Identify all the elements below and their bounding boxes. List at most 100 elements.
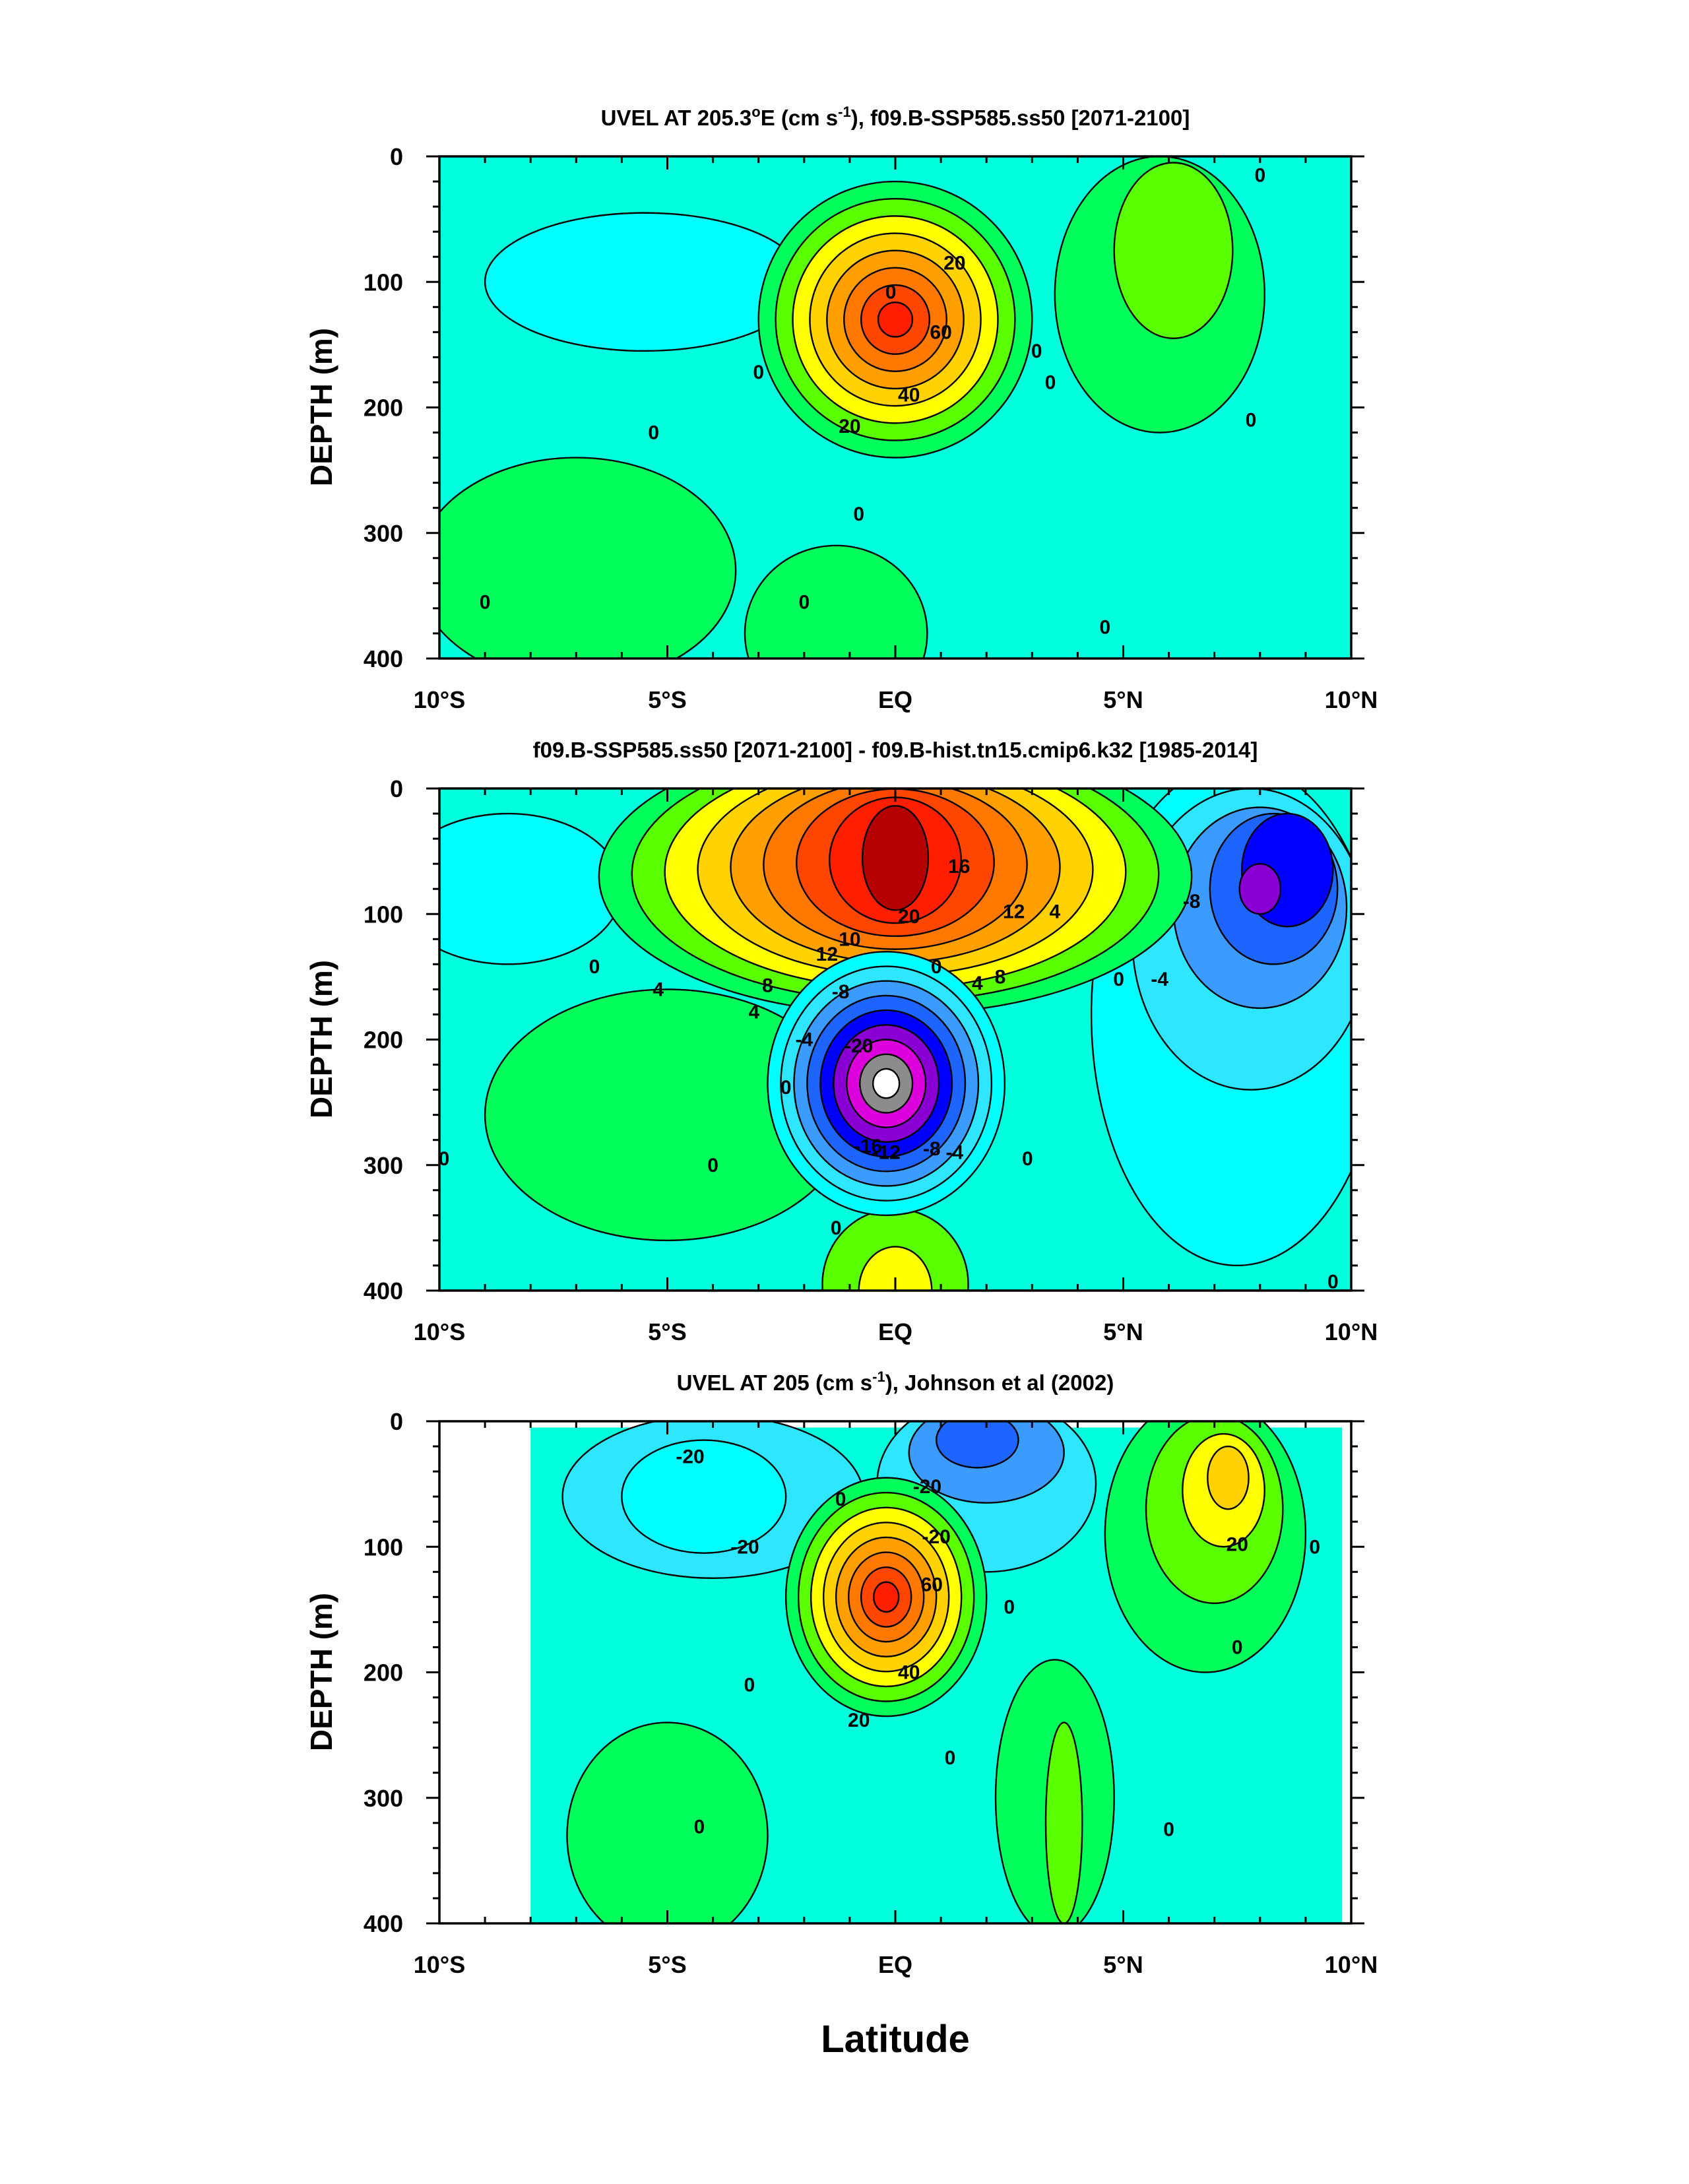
y-tick-label: 400 (364, 645, 403, 672)
figure-xlabel: Latitude (821, 2018, 970, 2061)
contour-label: 0 (1100, 616, 1111, 638)
y-tick-label: 300 (364, 1152, 403, 1179)
contour-label: -8 (832, 981, 850, 1003)
x-tick-label: 5°S (648, 1951, 686, 1978)
panel-2: f09.B-SSP585.ss50 [2071-2100] - f09.B-hi… (304, 738, 1378, 1345)
y-tick-label: 0 (390, 1408, 403, 1435)
contour-label: 0 (589, 956, 600, 978)
x-tick-label: 5°N (1103, 1318, 1143, 1345)
y-tick-label: 200 (364, 1659, 403, 1686)
contour-label: -20 (913, 1476, 941, 1498)
north-westward-core (936, 1421, 1019, 1469)
x-tick-label: 10°S (414, 686, 465, 713)
panel-3: UVEL AT 205 (cm s-1), Johnson et al (200… (304, 1368, 1378, 1978)
contour-label: -20 (676, 1446, 704, 1467)
x-tick-label: 5°N (1103, 686, 1143, 713)
x-tick-label: 10°S (414, 1318, 465, 1345)
contour-label: -12 (872, 1142, 901, 1164)
panel-3-title: UVEL AT 205 (cm s-1), Johnson et al (200… (677, 1368, 1114, 1395)
y-tick-label: 0 (390, 143, 403, 170)
shallow-positive-anomaly (598, 788, 1193, 1015)
contour-label: 0 (931, 956, 942, 978)
contour-label: -4 (1151, 969, 1168, 990)
contour-label: 0 (1327, 1271, 1339, 1293)
panel-3-ylabel: DEPTH (m) (304, 1593, 338, 1751)
contour-label: 0 (1031, 340, 1042, 362)
east-negative-core (1238, 862, 1282, 915)
equatorial-undercurrent-level-8 (872, 1581, 900, 1613)
contour-label: 10 (839, 928, 860, 950)
shallow-positive-anomaly-level-9 (861, 805, 930, 911)
x-tick-label: 5°N (1103, 1951, 1143, 1978)
contour-label: 0 (835, 1489, 846, 1510)
contour-label: 0 (1045, 371, 1056, 393)
panel-1-ylabel: DEPTH (m) (304, 328, 338, 486)
deep-eastward-mid-core (1044, 1721, 1083, 1923)
x-tick-label: 10°N (1325, 1318, 1378, 1345)
contour-label: -8 (1183, 891, 1201, 913)
contour-label: 0 (885, 281, 897, 303)
contour-label: 0 (1309, 1536, 1320, 1558)
panel-1-title: UVEL AT 205.3oE (cm s-1), f09.B-SSP585.s… (601, 104, 1190, 130)
contour-label: 8 (995, 966, 1006, 988)
axis-ticks (426, 155, 1364, 660)
contour-label: 0 (798, 591, 810, 613)
equatorial-undercurrent-level-8 (877, 301, 914, 338)
contour-label: 4 (748, 1002, 759, 1023)
contour-label: -20 (844, 1035, 873, 1057)
y-tick-label: 200 (364, 1027, 403, 1054)
contour-label: 0 (753, 362, 764, 383)
contour-field: -20 -20 0 -20 -20 60 0 40 20 0 0 0 20 0 0 0 (439, 1421, 1351, 1923)
equatorial-undercurrent (784, 1477, 988, 1718)
west-surface-westward-2 (621, 1439, 787, 1554)
contour-label: 0 (853, 503, 864, 525)
x-tick-label: 10°S (414, 1951, 465, 1978)
deep-eastward-west (566, 1721, 769, 1923)
deep-negative-anomaly-level-9 (872, 1068, 901, 1099)
contour-label: 0 (480, 591, 491, 613)
contour-label: 20 (1227, 1533, 1248, 1555)
contour-label: 0 (1246, 410, 1257, 432)
contour-label: 0 (1232, 1636, 1243, 1658)
x-tick-label: EQ (878, 1951, 912, 1978)
contour-label: 4 (1050, 901, 1061, 922)
contour-label: 0 (694, 1816, 705, 1838)
y-tick-label: 300 (364, 520, 403, 547)
panel-1: UVEL AT 205.3oE (cm s-1), f09.B-SSP585.s… (304, 104, 1378, 713)
contour-label: 12 (1003, 901, 1025, 922)
contour-label: -16 (854, 1136, 882, 1157)
deep-negative-anomaly (767, 951, 1006, 1217)
contour-label: 0 (831, 1217, 842, 1239)
contour-label: 0 (1163, 1818, 1174, 1840)
contour-label: 4 (972, 973, 983, 994)
sw-eastward-deep (439, 457, 737, 658)
contour-label: 20 (943, 253, 965, 274)
axis-ticks (426, 1420, 1364, 1925)
contour-label: 40 (898, 1662, 920, 1684)
contour-label: 0 (1113, 969, 1124, 990)
y-tick-label: 100 (364, 901, 403, 928)
contour-label: -20 (730, 1536, 759, 1558)
contour-label: 4 (653, 979, 664, 1000)
contour-label: -4 (795, 1029, 813, 1051)
x-tick-label: 5°S (648, 686, 686, 713)
contour-label: 0 (648, 422, 659, 444)
contour-label: 0 (1254, 165, 1265, 187)
contour-label: 40 (898, 384, 920, 406)
contour-label: -8 (923, 1138, 941, 1160)
ncc-surface-eastward-core (1207, 1445, 1250, 1510)
contour-label: -4 (945, 1142, 963, 1164)
contour-label: 0 (707, 1155, 718, 1176)
x-tick-label: 10°N (1325, 1951, 1378, 1978)
contour-label: 60 (921, 1574, 943, 1595)
y-tick-label: 100 (364, 1533, 403, 1560)
contour-label: 0 (781, 1077, 792, 1099)
y-tick-label: 100 (364, 269, 403, 296)
panel-2-title: f09.B-SSP585.ss50 [2071-2100] - f09.B-hi… (533, 738, 1258, 762)
south-deep-eastward (744, 544, 928, 658)
contour-label: -20 (922, 1526, 951, 1548)
y-tick-label: 400 (364, 1277, 403, 1304)
